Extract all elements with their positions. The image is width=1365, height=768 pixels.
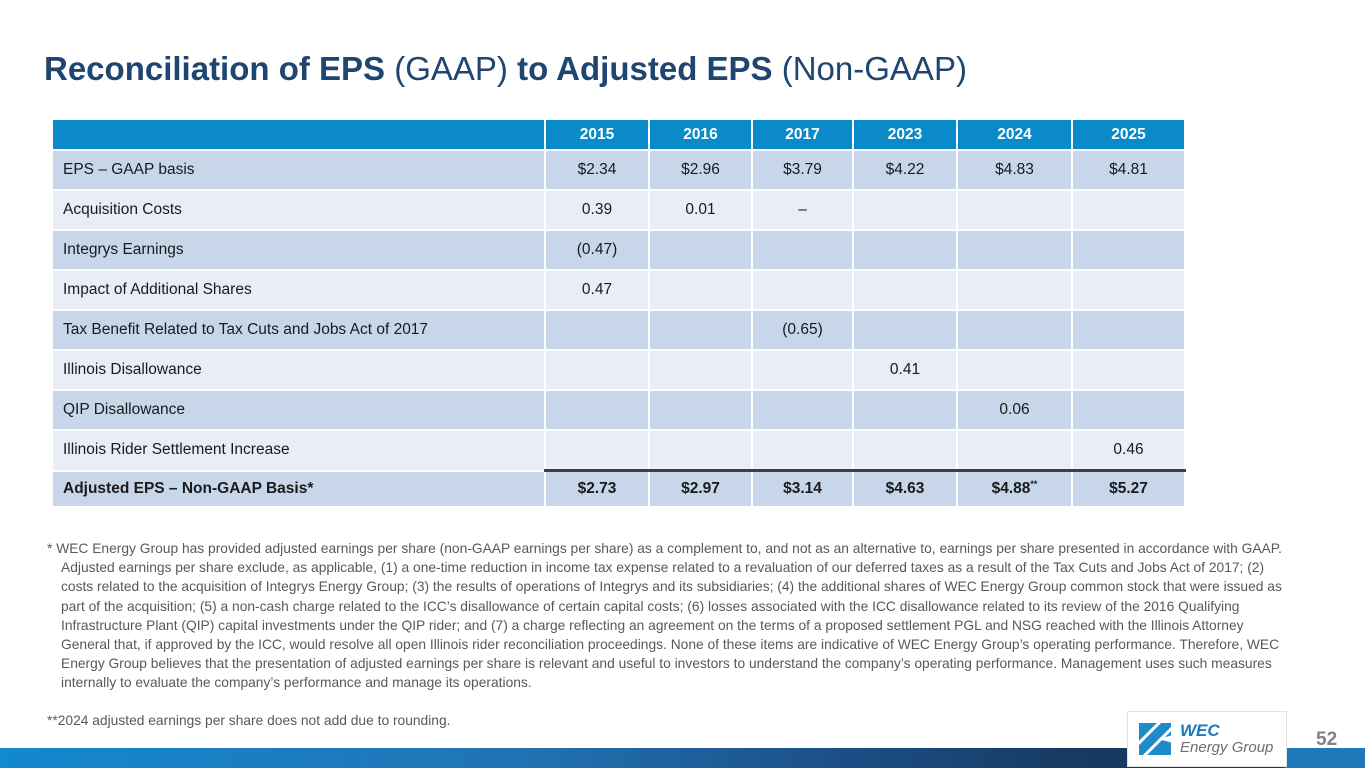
- value-cell: [956, 349, 1073, 391]
- year-header: 2016: [648, 118, 753, 151]
- footnote-marker: **: [1030, 478, 1038, 489]
- title-segment-bold: Reconciliation of EPS: [44, 50, 386, 87]
- value-cell: $4.83: [956, 149, 1073, 191]
- year-header: 2017: [751, 118, 854, 151]
- value-cell: [956, 429, 1073, 472]
- value-cell: [751, 429, 854, 472]
- value-cell: $3.14: [751, 469, 854, 508]
- value-cell: [1071, 229, 1186, 271]
- value-cell: 0.06: [956, 389, 1073, 431]
- value-cell: [648, 429, 753, 472]
- value-cell: [1071, 349, 1186, 391]
- value-cell: [852, 229, 958, 271]
- value-cell: [544, 309, 650, 351]
- row-label: Impact of Additional Shares: [51, 269, 546, 311]
- value-cell: [1071, 309, 1186, 351]
- row-label: QIP Disallowance: [51, 389, 546, 431]
- value-cell: [852, 309, 958, 351]
- value-cell: [751, 389, 854, 431]
- value-cell: [1071, 189, 1186, 231]
- bottom-accent-bar: [0, 748, 1365, 768]
- value-cell: $4.88**: [956, 469, 1073, 508]
- value-cell: [956, 229, 1073, 271]
- value-cell: $2.34: [544, 149, 650, 191]
- table-row: EPS – GAAP basis $2.34 $2.96 $3.79 $4.22 $4.8…: [51, 149, 1186, 191]
- value-cell: 0.41: [852, 349, 958, 391]
- table-row: Impact of Additional Shares 0.47: [51, 269, 1186, 311]
- value-cell: $4.63: [852, 469, 958, 508]
- row-label: Illinois Disallowance: [51, 349, 546, 391]
- year-header: 2015: [544, 118, 650, 151]
- value-cell: [751, 349, 854, 391]
- value-cell: 0.39: [544, 189, 650, 231]
- value-cell: (0.65): [751, 309, 854, 351]
- year-header: 2023: [852, 118, 958, 151]
- value-cell: 0.47: [544, 269, 650, 311]
- logo-line2: Energy Group: [1180, 739, 1274, 757]
- value-cell: [648, 309, 753, 351]
- value-cell: [956, 309, 1073, 351]
- value-cell: [648, 269, 753, 311]
- row-label: Integrys Earnings: [51, 229, 546, 271]
- value-cell: –: [751, 189, 854, 231]
- row-label: Illinois Rider Settlement Increase: [51, 429, 546, 472]
- title-segment-normal: (GAAP): [394, 50, 508, 87]
- value-cell: [544, 389, 650, 431]
- value-cell: 0.01: [648, 189, 753, 231]
- eps-reconciliation-table: 2015 2016 2017 2023 2024 2025 EPS – GAAP basi…: [51, 118, 1186, 508]
- value-cell: [1071, 269, 1186, 311]
- year-header: 2025: [1071, 118, 1186, 151]
- footnote-adjusted-eps: * WEC Energy Group has provided adjusted…: [47, 541, 1283, 691]
- table-header-row: 2015 2016 2017 2023 2024 2025: [51, 118, 1186, 151]
- title-segment-normal: (Non-GAAP): [781, 50, 967, 87]
- value-cell: [648, 349, 753, 391]
- table-row: QIP Disallowance 0.06: [51, 389, 1186, 431]
- table-row: Acquisition Costs 0.39 0.01–: [51, 189, 1186, 231]
- value-cell: $4.22: [852, 149, 958, 191]
- value-cell: [852, 269, 958, 311]
- title-segment-bold: to Adjusted EPS: [517, 50, 773, 87]
- table-row: Illinois Disallowance 0.41: [51, 349, 1186, 391]
- value-cell: [956, 189, 1073, 231]
- value-cell: [648, 389, 753, 431]
- row-label: Acquisition Costs: [51, 189, 546, 231]
- value-cell: $4.81: [1071, 149, 1186, 191]
- value-cell: [956, 269, 1073, 311]
- value-cell: [751, 229, 854, 271]
- value-cell: [544, 429, 650, 472]
- page-number: 52: [1316, 729, 1338, 750]
- value-cell: [852, 389, 958, 431]
- row-label: EPS – GAAP basis: [51, 149, 546, 191]
- footnote-rounding: **2024 adjusted earnings per share does …: [47, 713, 451, 728]
- table-body: EPS – GAAP basis $2.34 $2.96 $3.79 $4.22 $4.8…: [51, 149, 1186, 508]
- value-cell: [544, 349, 650, 391]
- value-cell: 0.46: [1071, 429, 1186, 472]
- wec-logo-icon: [1137, 721, 1173, 757]
- row-label: Tax Benefit Related to Tax Cuts and Jobs…: [51, 309, 546, 351]
- value-cell: (0.47): [544, 229, 650, 271]
- value-cell: [751, 269, 854, 311]
- table-row: Integrys Earnings (0.47): [51, 229, 1186, 271]
- value-cell: $2.73: [544, 469, 650, 508]
- page-title: Reconciliation of EPS (GAAP) to Adjusted…: [44, 50, 967, 88]
- label-column-header: [51, 118, 546, 151]
- value-cell: [852, 429, 958, 472]
- year-header: 2024: [956, 118, 1073, 151]
- value-cell: $5.27: [1071, 469, 1186, 508]
- logo-text: WEC Energy Group: [1180, 722, 1273, 756]
- value-cell: $2.96: [648, 149, 753, 191]
- row-label: Adjusted EPS – Non-GAAP Basis*: [51, 469, 546, 508]
- table-row: Illinois Rider Settlement Increase 0.46: [51, 429, 1186, 472]
- company-logo: WEC Energy Group: [1127, 711, 1287, 767]
- value-cell: $3.79: [751, 149, 854, 191]
- value-cell: [648, 229, 753, 271]
- value-cell: [852, 189, 958, 231]
- logo-line1: WEC: [1180, 721, 1220, 741]
- value-cell: [1071, 389, 1186, 431]
- table-total-row: Adjusted EPS – Non-GAAP Basis* $2.73 $2.97…: [51, 469, 1186, 508]
- value-cell: $2.97: [648, 469, 753, 508]
- table-row: Tax Benefit Related to Tax Cuts and Jobs…: [51, 309, 1186, 351]
